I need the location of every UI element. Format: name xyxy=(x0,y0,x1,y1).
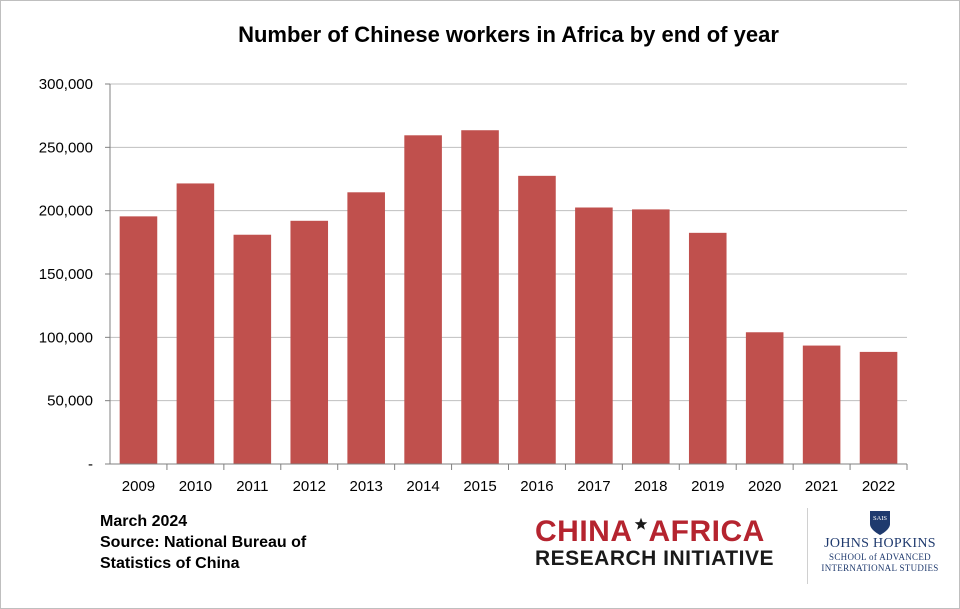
shield-icon: SAIS xyxy=(870,511,890,535)
cari-logo-top: CHINA AFRICA xyxy=(535,517,790,547)
bar-2018 xyxy=(632,209,670,464)
star-icon xyxy=(634,517,647,530)
bar-2019 xyxy=(688,232,727,464)
bar-2020 xyxy=(745,332,784,464)
bar-2021 xyxy=(802,345,841,464)
source-note-line1: Source: National Bureau of xyxy=(100,534,307,551)
x-tick-label: 2013 xyxy=(349,478,382,495)
x-tick-label: 2012 xyxy=(293,478,326,495)
source-note-line2: Statistics of China xyxy=(100,555,240,572)
y-tick-label: 250,000 xyxy=(39,139,93,156)
cari-logo-china: CHINA xyxy=(535,515,633,548)
cari-logo-africa: AFRICA xyxy=(648,515,765,548)
chart-title: Number of Chinese workers in Africa by e… xyxy=(238,22,779,47)
bar-2013 xyxy=(347,192,385,465)
bar-2017 xyxy=(575,207,613,464)
bar-2016 xyxy=(518,175,556,465)
x-tick-label: 2015 xyxy=(463,478,496,495)
y-tick-label: 150,000 xyxy=(39,266,93,283)
y-tick-label: 200,000 xyxy=(39,203,93,220)
x-tick-label: 2014 xyxy=(406,478,439,495)
x-tick-label: 2010 xyxy=(179,478,212,495)
bar-2022 xyxy=(859,351,898,464)
x-tick-label: 2016 xyxy=(520,478,553,495)
y-tick-label: 50,000 xyxy=(47,393,93,410)
x-tick-label: 2022 xyxy=(862,478,895,495)
y-tick-label: - xyxy=(88,456,93,473)
x-tick-label: 2009 xyxy=(122,478,155,495)
shield-label: SAIS xyxy=(873,515,887,522)
x-tick-label: 2017 xyxy=(577,478,610,495)
bar-2015 xyxy=(461,130,499,464)
bar-2009 xyxy=(119,216,158,464)
chart-footer: March 2024 Source: National Bureau of St… xyxy=(100,511,306,574)
china-africa-research-initiative-logo: CHINA AFRICA RESEARCH INITIATIVE xyxy=(535,517,790,571)
bar-2012 xyxy=(290,220,329,464)
jh-name: JOHNS HOPKINS xyxy=(824,536,936,551)
johns-hopkins-sais-logo: SAIS JOHNS HOPKINS SCHOOL of ADVANCED IN… xyxy=(812,510,948,574)
jh-school-line1: SCHOOL of ADVANCED xyxy=(829,552,931,562)
x-tick-label: 2019 xyxy=(691,478,724,495)
x-tick-label: 2018 xyxy=(634,478,667,495)
x-tick-label: 2020 xyxy=(748,478,781,495)
bar-2011 xyxy=(233,234,272,464)
x-tick-label: 2021 xyxy=(805,478,838,495)
x-tick-label: 2011 xyxy=(236,478,268,495)
y-tick-label: 300,000 xyxy=(39,76,93,93)
date-note: March 2024 xyxy=(100,513,188,530)
bar-2010 xyxy=(176,183,215,464)
cari-logo-bottom: RESEARCH INITIATIVE xyxy=(535,547,774,570)
bar-2014 xyxy=(404,135,442,465)
jh-school-line2: INTERNATIONAL STUDIES xyxy=(821,563,939,573)
y-tick-label: 100,000 xyxy=(39,329,93,346)
logo-divider xyxy=(807,508,808,584)
